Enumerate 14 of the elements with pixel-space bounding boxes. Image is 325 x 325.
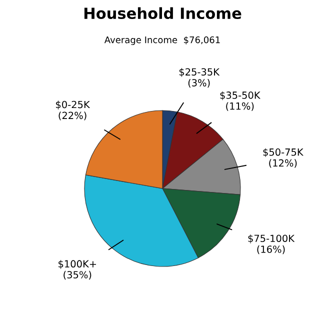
data-label: (12%)	[269, 159, 297, 168]
slice-label: $75-100K	[248, 234, 295, 244]
chart-title: Household Income	[84, 7, 242, 20]
slice-label: $0-25K	[56, 100, 90, 110]
slice-label: $35-50K	[220, 91, 260, 100]
slice-label: $25-35K	[179, 68, 220, 77]
chart-subtitle: Average Income $76,061	[104, 36, 220, 45]
slice-label: $50-75K	[263, 148, 304, 158]
data-label: (11%)	[226, 102, 254, 111]
data-label: (22%)	[58, 112, 86, 120]
data-label: (16%)	[257, 245, 285, 254]
data-label: (3%)	[188, 78, 210, 88]
data-label: (35%)	[64, 270, 92, 280]
slice-label: $100K+	[58, 260, 96, 269]
